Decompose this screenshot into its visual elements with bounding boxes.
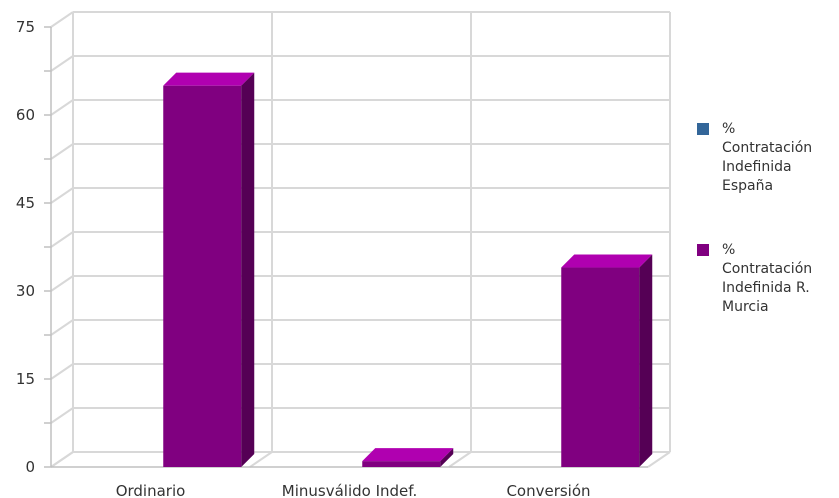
bar-side bbox=[241, 72, 255, 468]
bar-conversi-n bbox=[561, 254, 653, 467]
y-tick-label: 30 bbox=[16, 282, 35, 300]
gridline-left-wall bbox=[50, 275, 74, 292]
bar-front bbox=[561, 267, 640, 467]
gridline-left-wall bbox=[50, 187, 74, 204]
gridline-left-wall bbox=[50, 99, 74, 116]
gridline-floor bbox=[647, 451, 671, 468]
y-axis-ticks: 0 15 30 45 60 75 bbox=[16, 18, 35, 476]
chart-axes bbox=[50, 27, 648, 468]
gridline-left-wall bbox=[50, 363, 74, 380]
y-tick-label: 0 bbox=[25, 458, 35, 476]
bar-front bbox=[362, 461, 441, 467]
gridline-floor bbox=[249, 451, 273, 468]
gridline-left-wall bbox=[50, 407, 74, 424]
legend-label: % Contratación Indefinida España bbox=[722, 121, 812, 194]
bar-top bbox=[163, 72, 255, 86]
bar-side bbox=[639, 254, 653, 467]
gridline-left-wall bbox=[50, 55, 74, 72]
chart-legend: % Contratación Indefinida España % Contrataci… bbox=[697, 121, 812, 315]
bar-top bbox=[362, 448, 454, 462]
x-category-label: Ordinario bbox=[116, 482, 186, 498]
bar-side bbox=[440, 448, 454, 467]
gridline-left-wall bbox=[50, 231, 74, 248]
y-tick-label: 75 bbox=[16, 18, 35, 36]
legend-label: % Contratación Indefinida R. Murcia bbox=[722, 242, 812, 315]
bar-ordinario bbox=[163, 72, 255, 468]
bar-minusv-lido-indef- bbox=[362, 448, 454, 467]
x-category-label: Minusválido Indef. bbox=[282, 482, 417, 498]
bar-top bbox=[561, 254, 653, 268]
legend-item: % Contratación Indefinida R. Murcia bbox=[697, 242, 812, 315]
gridline-left-wall bbox=[50, 143, 74, 160]
y-tick-label: 60 bbox=[16, 106, 35, 124]
y-tick-label: 45 bbox=[16, 194, 35, 212]
legend-swatch bbox=[697, 244, 709, 256]
x-category-label: Conversión bbox=[506, 482, 590, 498]
bar-front bbox=[163, 85, 242, 468]
y-tick-label: 15 bbox=[16, 370, 35, 388]
gridline-floor bbox=[448, 451, 472, 468]
legend-item: % Contratación Indefinida España bbox=[697, 121, 812, 194]
gridline-floor bbox=[50, 451, 74, 468]
chart-bars bbox=[163, 72, 653, 468]
gridline-left-wall bbox=[50, 319, 74, 336]
legend-swatch bbox=[697, 123, 709, 135]
x-axis-categories: Ordinario Minusválido Indef. Conversión bbox=[116, 482, 591, 498]
gridline-left-wall bbox=[50, 11, 74, 28]
